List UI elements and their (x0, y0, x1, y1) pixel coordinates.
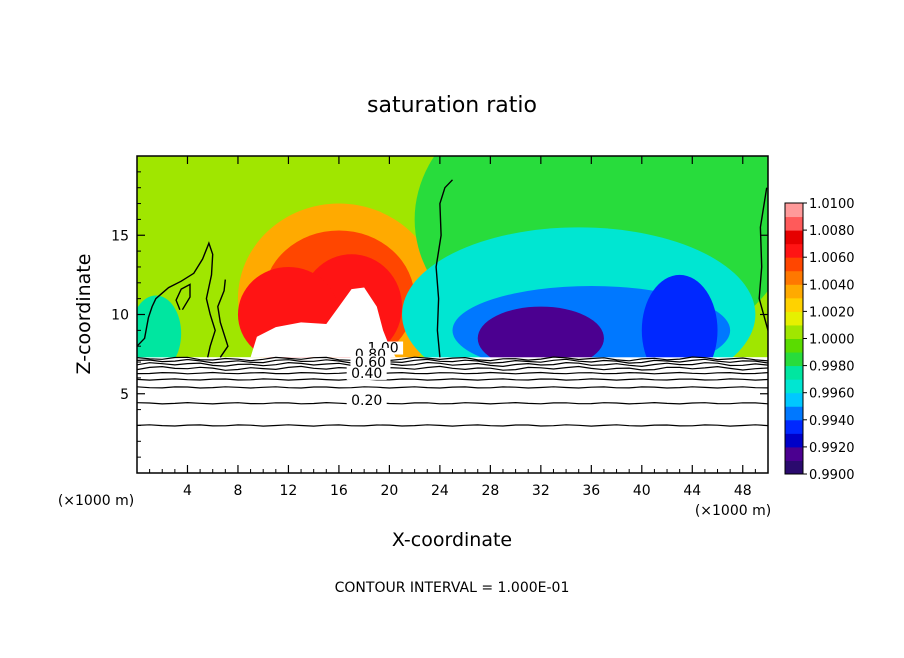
contour-label-bg-4 (346, 393, 387, 407)
field-contour-0 (435, 179, 454, 358)
field-contour-4 (758, 187, 768, 331)
colorbar-swatch-10 (785, 324, 803, 339)
field-blob-9 (477, 306, 604, 370)
field-contour-1 (137, 241, 216, 358)
colorbar-swatch-12 (785, 297, 803, 312)
x-unit-left: (×1000 m) (58, 493, 134, 509)
y-tick-label-15: 15 (111, 228, 129, 244)
field-contour-3 (217, 279, 229, 358)
colorbar-swatch-13 (785, 284, 803, 299)
contour-interval-note: CONTOUR INTERVAL = 1.000E-01 (335, 580, 570, 596)
chart-title: saturation ratio (367, 93, 537, 118)
colorbar-label-8: 0.9940 (809, 414, 855, 429)
contour-label-2: 0.60 (355, 355, 386, 371)
colorbar-swatch-17 (785, 230, 803, 245)
colorbar-swatch-11 (785, 311, 803, 326)
contour-level-6 (137, 361, 768, 368)
colorbar-label-5: 1.0000 (809, 333, 855, 348)
colorbar-label-7: 0.9960 (809, 387, 855, 402)
contour-level-4 (137, 371, 768, 375)
contour-level-2 (137, 386, 768, 389)
field-contour-2 (175, 283, 191, 311)
surface-region (137, 357, 768, 473)
colorbar-label-3: 1.0040 (809, 278, 855, 293)
colorbar-label-9: 0.9920 (809, 441, 855, 456)
colorbar-label-10: 0.9900 (809, 468, 855, 483)
contour-level-5 (137, 365, 768, 371)
colour-field (137, 156, 768, 473)
x-tick-label-24: 24 (431, 483, 449, 499)
contour-level-3 (137, 378, 768, 381)
colorbar-swatch-14 (785, 270, 803, 285)
x-tick-label-44: 44 (683, 483, 701, 499)
colorbar-swatch-7 (785, 365, 803, 380)
colorbar-swatch-6 (785, 379, 803, 394)
contour-label-bg-2 (350, 355, 391, 369)
colorbar-label-2: 1.0060 (809, 251, 855, 266)
contour-level-0 (137, 424, 768, 427)
colorbar: 1.0100 1.0080 1.0060 1.0040 1.0020 1.0000 0.99… (784, 197, 855, 483)
x-tick-label-36: 36 (582, 483, 600, 499)
x-unit-right: (×1000 m) (695, 503, 771, 519)
colorbar-label-4: 1.0020 (809, 305, 855, 320)
contour-label-4: 0.20 (351, 393, 382, 409)
contour-level-8 (137, 356, 768, 362)
contour-label-bg-3 (346, 366, 387, 380)
x-tick-label-48: 48 (734, 483, 752, 499)
colorbar-swatch-8 (785, 352, 803, 367)
colorbar-swatch-9 (785, 338, 803, 353)
x-tick-label-16: 16 (330, 483, 348, 499)
field-blob-11 (137, 295, 182, 372)
x-tick-label-28: 28 (481, 483, 499, 499)
colorbar-label-6: 0.9980 (809, 360, 855, 375)
x-tick-label-20: 20 (380, 483, 398, 499)
x-axis: 4 8 12 16 20 24 28 32 36 40 44 48 (149, 156, 756, 499)
y-axis-label: Z-coordinate (73, 254, 95, 375)
colorbar-label-1: 1.0080 (809, 224, 855, 239)
y-tick-label-5: 5 (120, 387, 129, 403)
x-axis-label: X-coordinate (392, 529, 512, 551)
contour-label-3: 0.40 (351, 366, 382, 382)
colorbar-swatch-5 (785, 392, 803, 407)
colorbar-swatch-19 (785, 203, 803, 218)
x-tick-label-12: 12 (280, 483, 298, 499)
colorbar-swatch-16 (785, 243, 803, 258)
y-axis: 5 10 15 (111, 171, 768, 458)
x-tick-label-4: 4 (183, 483, 192, 499)
colorbar-swatch-1 (785, 446, 803, 461)
x-tick-label-40: 40 (633, 483, 651, 499)
contour-level-7 (137, 358, 768, 364)
colorbar-swatch-18 (785, 216, 803, 231)
contour-lines (137, 179, 768, 427)
contour-labels: 1.000.800.600.400.20 (346, 341, 404, 409)
colorbar-label-0: 1.0100 (809, 197, 855, 212)
colorbar-swatch-0 (785, 460, 803, 475)
colorbar-swatch-3 (785, 419, 803, 434)
x-tick-label-32: 32 (532, 483, 550, 499)
colorbar-swatch-15 (785, 257, 803, 272)
white-cloud-region (250, 287, 396, 358)
contour-level-1 (137, 401, 768, 405)
x-tick-label-8: 8 (233, 483, 242, 499)
y-tick-label-10: 10 (111, 308, 129, 324)
colorbar-swatch-2 (785, 433, 803, 448)
colorbar-swatch-4 (785, 406, 803, 421)
